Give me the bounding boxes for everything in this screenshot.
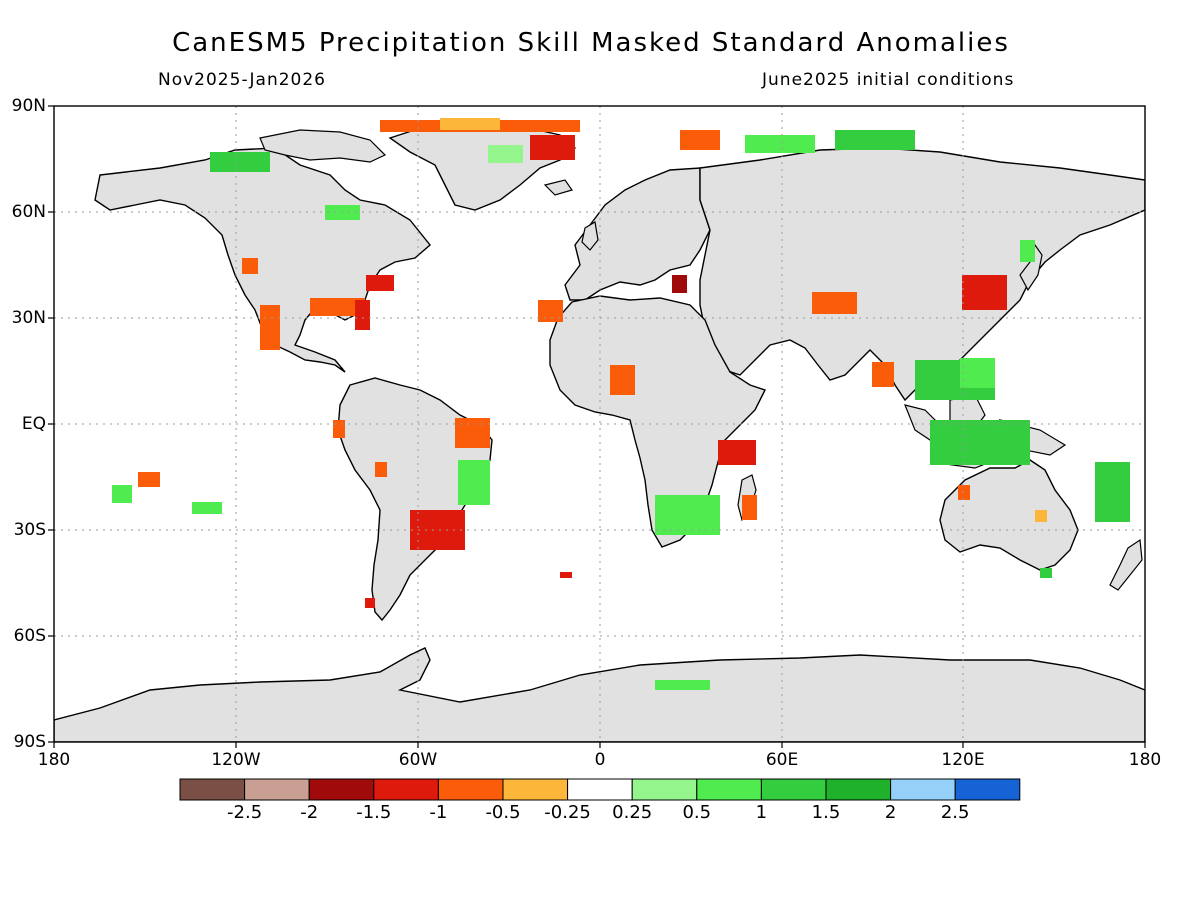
- colorbar: [179, 778, 1021, 801]
- land-south-america: [337, 377, 493, 622]
- land-arctic-islands: [259, 129, 387, 163]
- land-australia: [939, 459, 1079, 571]
- anomaly-wet-south-pacific: [192, 502, 222, 514]
- lat-label-eq: EQ: [21, 414, 46, 434]
- colorbar-label-4: -1: [429, 802, 448, 823]
- colorbar-swatch-9: [696, 778, 762, 801]
- lon-label-120e: 120E: [941, 750, 985, 770]
- anomaly-dry-amazon: [333, 420, 345, 438]
- anomaly-wet-southern-africa: [655, 495, 720, 535]
- anomaly-wet-sw-pacific: [1095, 462, 1130, 522]
- anomaly-dry-canary: [538, 300, 563, 322]
- anomaly-dry-australia-west: [958, 485, 970, 500]
- anomaly-wet-antarctica: [655, 680, 710, 690]
- colorbar-label-2: -2: [300, 802, 319, 823]
- map-title: CanESM5 Precipitation Skill Masked Stand…: [172, 28, 1010, 58]
- anomaly-dry-china: [962, 275, 1007, 310]
- colorbar-swatch-4: [373, 778, 439, 801]
- colorbar-swatch-7: [567, 778, 633, 801]
- anomaly-dry-south-atlantic: [560, 572, 572, 578]
- colorbar-swatch-10: [760, 778, 827, 801]
- anomaly-dry-east-africa: [718, 440, 756, 465]
- anomaly-dry-us-mexico: [260, 305, 280, 350]
- lat-label-30s: 30S: [13, 520, 46, 540]
- lat-label-30n: 30N: [11, 308, 46, 328]
- colorbar-swatch-1: [179, 778, 246, 801]
- lon-label-60e: 60E: [765, 750, 799, 770]
- initial-conditions: June2025 initial conditions: [762, 70, 1015, 90]
- colorbar-label-10: 1.5: [811, 802, 841, 823]
- lat-label-60s: 60S: [13, 626, 46, 646]
- colorbar-label-3: -1.5: [356, 802, 392, 823]
- anomaly-layer: [112, 118, 1130, 690]
- lon-label-120w: 120W: [211, 750, 261, 770]
- anomaly-dry-pacific-south: [138, 472, 160, 487]
- anomaly-dry-ne-brazil: [455, 418, 490, 448]
- colorbar-label-7: 0.25: [612, 802, 653, 823]
- colorbar-swatch-12: [890, 778, 956, 801]
- lat-label-90s: 90S: [13, 732, 46, 752]
- colorbar-label-6: -0.25: [544, 802, 591, 823]
- anomaly-dry-se-asia: [872, 362, 894, 387]
- colorbar-label-11: 2: [884, 802, 897, 823]
- anomaly-dry-arctic-eurasia: [680, 130, 720, 150]
- anomaly-dry-us-east: [366, 275, 394, 291]
- colorbar-label-9: 1: [755, 802, 768, 823]
- colorbar-swatch-6: [502, 778, 569, 801]
- anomaly-dry-east-coast: [355, 300, 370, 330]
- anomaly-dry-north-greenland-east: [530, 135, 575, 160]
- anomaly-wet-alaska: [210, 152, 270, 172]
- anomaly-wet-greenland-interior: [488, 145, 523, 163]
- lon-label-180w: 180: [37, 750, 71, 770]
- colorbar-swatch-2: [244, 778, 310, 801]
- anomaly-wet-japan: [1020, 240, 1035, 262]
- anomaly-dry-gulf-coast: [310, 298, 365, 316]
- colorbar-swatch-11: [825, 778, 892, 801]
- anomaly-wet-indonesia-east: [930, 420, 1030, 465]
- colorbar-swatch-13: [954, 778, 1021, 801]
- axis-ticks: [48, 105, 1146, 748]
- land-new-zealand: [1109, 538, 1143, 591]
- anomaly-weak-dry-australia-east: [1035, 510, 1047, 522]
- anomaly-wet-tasmania: [1040, 568, 1052, 578]
- anomaly-wet-central-pacific: [112, 485, 132, 503]
- anomaly-dry-patagonia: [365, 598, 375, 608]
- colorbar-label-5: -0.5: [485, 802, 521, 823]
- forecast-period: Nov2025-Jan2026: [158, 70, 326, 90]
- anomaly-wet-arctic-russia: [745, 135, 815, 153]
- colorbar-swatch-3: [308, 778, 375, 801]
- colorbar-swatch-5: [437, 778, 504, 801]
- anomaly-dry-central-asia: [812, 292, 857, 314]
- lat-label-60n: 60N: [11, 202, 46, 222]
- anomaly-dry-us-west: [242, 258, 258, 274]
- colorbar-label-8: 0.5: [682, 802, 712, 823]
- anomaly-dry-west-africa: [610, 365, 635, 395]
- graticule: [54, 106, 1145, 742]
- colorbar-label-12: 2.5: [940, 802, 970, 823]
- anomaly-wet-philippines: [960, 358, 995, 388]
- anomaly-dry-middle-east: [672, 275, 687, 293]
- anomaly-wet-arctic-siberia: [835, 130, 915, 150]
- land-british-isles: [543, 179, 599, 251]
- anomaly-wet-east-brazil: [458, 460, 490, 505]
- colorbar-swatch-8: [631, 778, 698, 801]
- lon-label-0: 0: [594, 750, 606, 770]
- colorbar-label-1: -2.5: [227, 802, 263, 823]
- lon-label-60w: 60W: [398, 750, 438, 770]
- anomaly-dry-madagascar: [742, 495, 757, 520]
- lat-label-90n: 90N: [11, 96, 46, 116]
- anomaly-dry-bolivia: [375, 462, 387, 477]
- anomaly-weak-dry-arctic-canada: [440, 118, 500, 130]
- lon-label-180e: 180: [1128, 750, 1162, 770]
